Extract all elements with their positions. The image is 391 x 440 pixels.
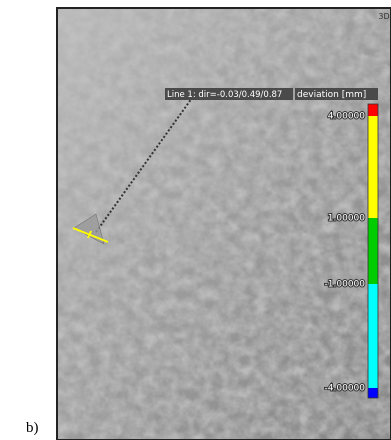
colorbar-label: -4.00000 — [325, 384, 366, 394]
colorbar-label: 4.00000 — [328, 112, 365, 122]
view-icon: 3D — [378, 12, 389, 21]
annotation: Line 1: dir=-0.03/0.49/0.87 — [167, 90, 282, 100]
color-segment — [368, 284, 378, 388]
surface-texture — [57, 8, 391, 440]
viewport — [57, 8, 391, 440]
color-segment — [368, 218, 378, 284]
page: b) 3D Line 1: dir=-0.03/0.49/0.87 deviat… — [0, 0, 391, 440]
colorbar — [368, 104, 378, 398]
panel-label: b) — [26, 420, 39, 436]
color-segment — [368, 388, 378, 398]
colorbar-label: 1.00000 — [328, 214, 365, 224]
colorbar-title: deviation [mm] — [297, 90, 366, 100]
colorbar-label: -1.00000 — [325, 280, 366, 290]
figure: b) 3D Line 1: dir=-0.03/0.49/0.87 deviat… — [0, 0, 391, 440]
color-segment — [368, 104, 378, 116]
color-segment — [368, 116, 378, 218]
